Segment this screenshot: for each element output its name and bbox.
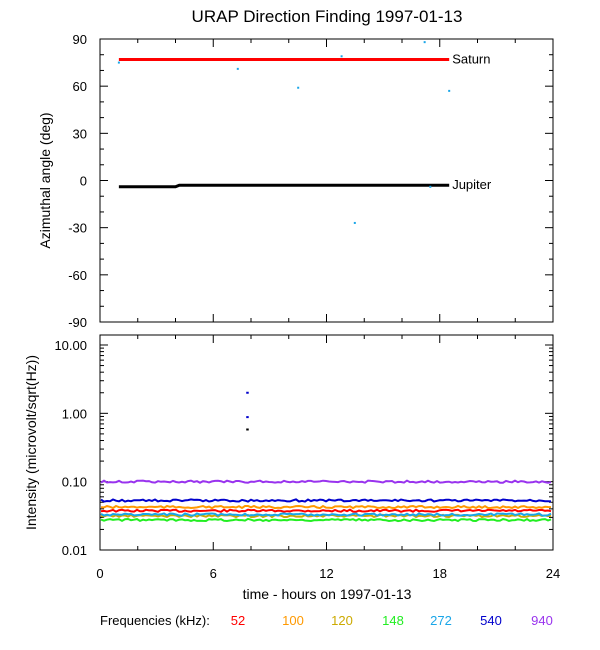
- scatter-point: [429, 185, 432, 188]
- y-tick-label: 0.01: [62, 543, 87, 558]
- series-line-jupiter: [118, 183, 450, 189]
- chart-title: URAP Direction Finding 1997-01-13: [192, 7, 463, 26]
- x-axis-label: time - hours on 1997-01-13: [243, 586, 412, 602]
- scatter-point: [246, 391, 249, 394]
- x-tick-label: 6: [210, 566, 217, 581]
- series-label-saturn: Saturn: [452, 51, 490, 66]
- x-tick-label: 24: [546, 566, 560, 581]
- series-line-148khz: [100, 517, 552, 523]
- frequency-label-940: 940: [531, 613, 553, 628]
- frequency-label-100: 100: [282, 613, 304, 628]
- frequency-legend: Frequencies (kHz): 52 100 120 148 272 540 940: [100, 613, 553, 628]
- y-axis-label: Intensity (microvolt/sqrt(Hz)): [23, 355, 39, 530]
- series-line-52khz: [100, 508, 552, 513]
- scatter-point: [246, 416, 249, 419]
- series-line-940khz: [100, 479, 552, 484]
- frequencies-label: Frequencies (kHz):: [100, 613, 210, 628]
- y-axis-label: Azimuthal angle (deg): [37, 112, 53, 248]
- scatter-point: [236, 67, 239, 70]
- y-tick-label: 60: [73, 79, 87, 94]
- series-line-100khz: [100, 504, 552, 510]
- scatter-point: [423, 41, 426, 44]
- scatter-point: [117, 61, 120, 64]
- x-tick-label: 12: [319, 566, 333, 581]
- frequency-label-120: 120: [331, 613, 353, 628]
- y-tick-label: -30: [68, 221, 87, 236]
- series-line-540khz: [100, 498, 552, 503]
- x-tick-label: 0: [96, 566, 103, 581]
- y-tick-label: -60: [68, 268, 87, 283]
- frequency-label-148: 148: [382, 613, 404, 628]
- frequency-label-272: 272: [430, 613, 452, 628]
- scatter-point: [353, 221, 356, 224]
- frequency-label-52: 52: [231, 613, 245, 628]
- scatter-point: [297, 86, 300, 89]
- y-tick-label: 10.00: [54, 338, 87, 353]
- y-tick-label: -90: [68, 315, 87, 330]
- frequency-label-540: 540: [480, 613, 502, 628]
- azimuth-panel: 90 60 30 0 -30 -60 -90 Azimuthal angle (deg) Sat…: [37, 32, 554, 330]
- x-tick-label: 18: [433, 566, 447, 581]
- y-tick-label: 0: [80, 174, 87, 189]
- y-tick-label: 90: [73, 32, 87, 47]
- x-tick-labels: 0 6 12 18 24: [96, 566, 560, 581]
- series-label-jupiter: Jupiter: [452, 177, 492, 192]
- series-line-272khz: [100, 512, 552, 517]
- y-tick-label: 30: [73, 126, 87, 141]
- intensity-frame: [99, 334, 554, 551]
- y-tick-label: 1.00: [62, 406, 87, 421]
- scatter-point: [448, 89, 451, 92]
- intensity-panel: 10.00 1.00 0.10 0.01 Intensity (microvolt/sq…: [23, 334, 554, 558]
- scatter-point: [340, 55, 343, 58]
- y-tick-label: 0.10: [62, 475, 87, 490]
- scatter-point: [246, 428, 249, 431]
